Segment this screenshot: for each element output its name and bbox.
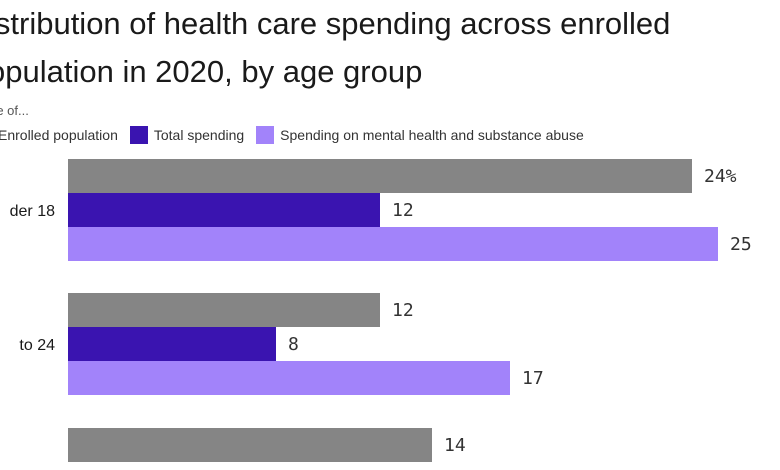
category-label: to 24: [19, 337, 55, 354]
legend-label-enrolled-population: Enrolled population: [0, 127, 118, 143]
bar-total-spending: [68, 193, 380, 227]
chart-title-line-2: opulation in 2020, by age group: [0, 54, 423, 89]
legend-label-total-spending: Total spending: [153, 127, 245, 143]
bar-spending-on-mental-health-and-substance-abuse: [68, 227, 718, 261]
chart-title-line-1: istribution of health care spending acro…: [0, 6, 671, 41]
category-label: der 18: [10, 203, 55, 220]
data-label: 8: [288, 334, 299, 355]
bar-enrolled-population: [68, 159, 692, 193]
data-label: 12: [392, 300, 414, 321]
bar-enrolled-population: [68, 428, 432, 462]
legend-item-mental-health-spending: Spending on mental health and substance …: [256, 126, 584, 144]
bar-spending-on-mental-health-and-substance-abuse: [68, 361, 510, 395]
bar-total-spending: [68, 327, 276, 361]
data-label: 17: [522, 368, 544, 389]
data-label: 12: [392, 200, 414, 221]
chart-title: istribution of health care spending acro…: [0, 0, 780, 96]
legend-item-enrolled-population: Enrolled population: [0, 126, 118, 144]
data-label: 24%: [704, 166, 737, 187]
chart-legend: Enrolled population Total spending Spend…: [0, 125, 596, 145]
data-label: 14: [444, 435, 466, 456]
chart-subtitle: re of...: [0, 103, 29, 118]
bar-enrolled-population: [68, 293, 380, 327]
legend-swatch-total-spending: [129, 126, 148, 144]
data-label: 25: [730, 234, 752, 255]
legend-item-total-spending: Total spending: [129, 126, 245, 144]
legend-label-mental-health-spending: Spending on mental health and substance …: [280, 127, 584, 143]
legend-swatch-mental-health-spending: [256, 126, 275, 144]
